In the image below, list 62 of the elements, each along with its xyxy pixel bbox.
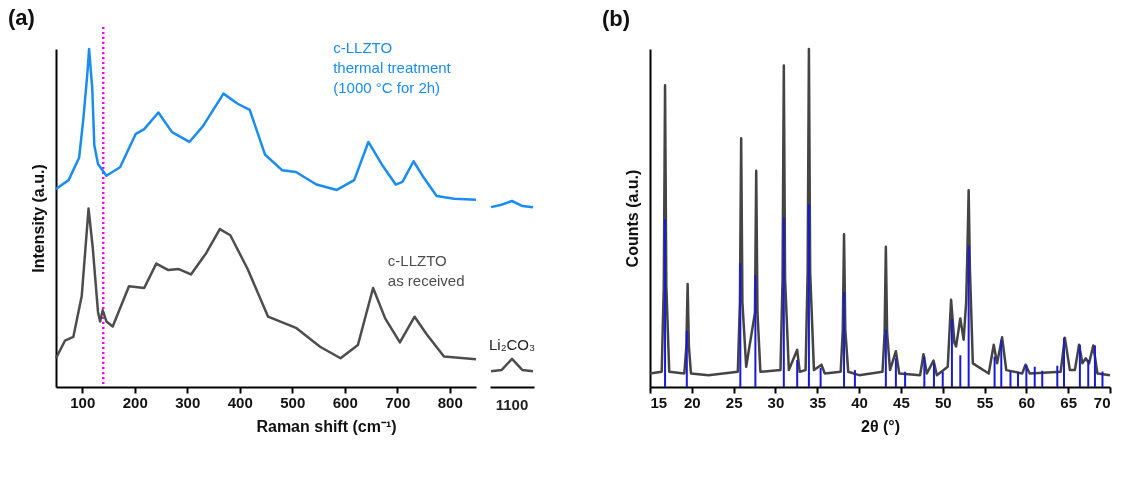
y-axis-title: Intensity (a.u.) <box>29 164 47 273</box>
x-axis-title: Raman shift (cm⁻¹) <box>256 417 397 435</box>
bar <box>807 204 810 387</box>
x-tick-label: 100 <box>70 393 96 411</box>
x-tick-label: 70 <box>1093 393 1111 411</box>
x-tick-label: 65 <box>1060 393 1078 411</box>
bar <box>884 329 887 387</box>
bar <box>685 330 688 387</box>
bar <box>904 371 907 387</box>
x-tick-label: 800 <box>437 393 463 411</box>
bar <box>1009 371 1012 387</box>
bar <box>782 217 785 387</box>
x-tick-label: 300 <box>175 393 201 411</box>
x-tick-label: 55 <box>976 393 994 411</box>
bar <box>754 275 757 387</box>
y-axis-title: Counts (a.u.) <box>623 169 641 268</box>
bar <box>1056 365 1059 387</box>
bar <box>894 358 897 387</box>
x-tick-label: 45 <box>893 393 910 411</box>
x-tick-label: 600 <box>332 393 358 411</box>
bar <box>843 292 846 387</box>
x-axis-title: 2θ (°) <box>860 417 901 435</box>
bar <box>1093 345 1096 387</box>
x-tick-label: 20 <box>683 393 701 411</box>
chart-title: (a) <box>8 4 35 30</box>
text: c-LLZTO thermal treatment (1000 °C for 2h) <box>333 39 452 97</box>
x-tick-label: 200 <box>122 393 148 411</box>
bar <box>796 359 799 387</box>
x-tick-label: 15 <box>650 393 668 411</box>
bar <box>1087 359 1090 387</box>
bar <box>1041 370 1044 387</box>
chart-title: (b) <box>602 6 631 31</box>
x-tick-label: 60 <box>1018 393 1036 411</box>
bar <box>932 363 935 387</box>
bar <box>1025 364 1028 387</box>
bar <box>664 219 667 387</box>
x-tick-label: 40 <box>851 393 868 411</box>
bar <box>1063 337 1065 387</box>
x-tick-label: 50 <box>934 393 952 411</box>
bar <box>853 370 856 387</box>
bar <box>993 356 996 387</box>
bar <box>1078 344 1081 387</box>
bar <box>1101 371 1104 387</box>
bar <box>1000 339 1003 387</box>
text: 1100 <box>495 396 529 413</box>
x-tick-label: 400 <box>227 393 253 411</box>
x-tick-label: 30 <box>767 393 785 411</box>
x-tick-label: 25 <box>725 393 743 411</box>
bar <box>923 356 926 387</box>
annotation: Li₂CO₃ <box>488 336 536 353</box>
bar <box>1033 366 1036 387</box>
bar <box>959 355 962 387</box>
series-label: c-LLZTO as received <box>387 251 465 289</box>
bar <box>819 367 822 387</box>
x-tick-label: 700 <box>385 393 411 411</box>
x-tick-label: 500 <box>280 393 306 411</box>
x-tick-label: 35 <box>809 393 827 411</box>
bar <box>739 263 742 387</box>
bar <box>1017 371 1019 387</box>
bar <box>941 371 944 387</box>
bar <box>967 245 970 387</box>
bar <box>950 319 953 387</box>
